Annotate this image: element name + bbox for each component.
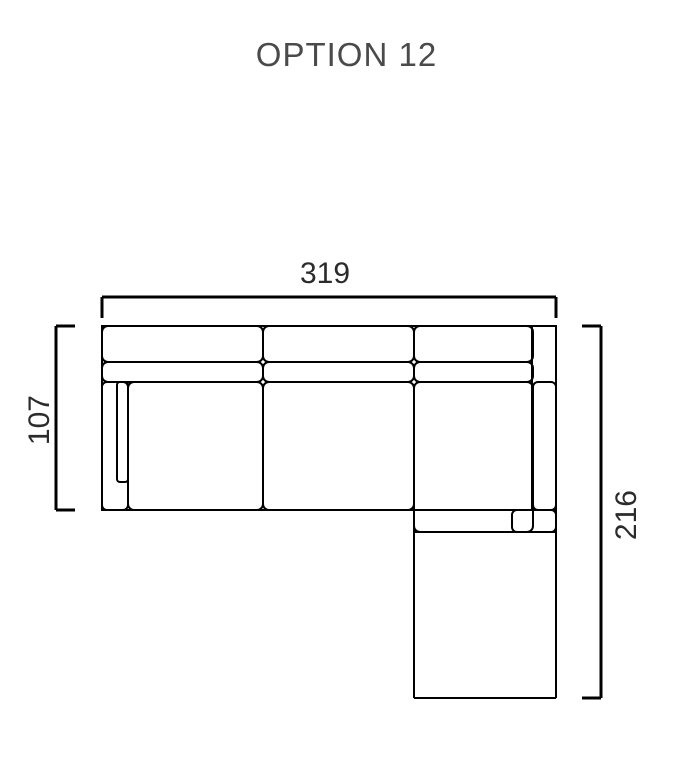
technical-drawing — [0, 0, 693, 765]
diagram-canvas: OPTION 12 319 107 216 — [0, 0, 693, 765]
